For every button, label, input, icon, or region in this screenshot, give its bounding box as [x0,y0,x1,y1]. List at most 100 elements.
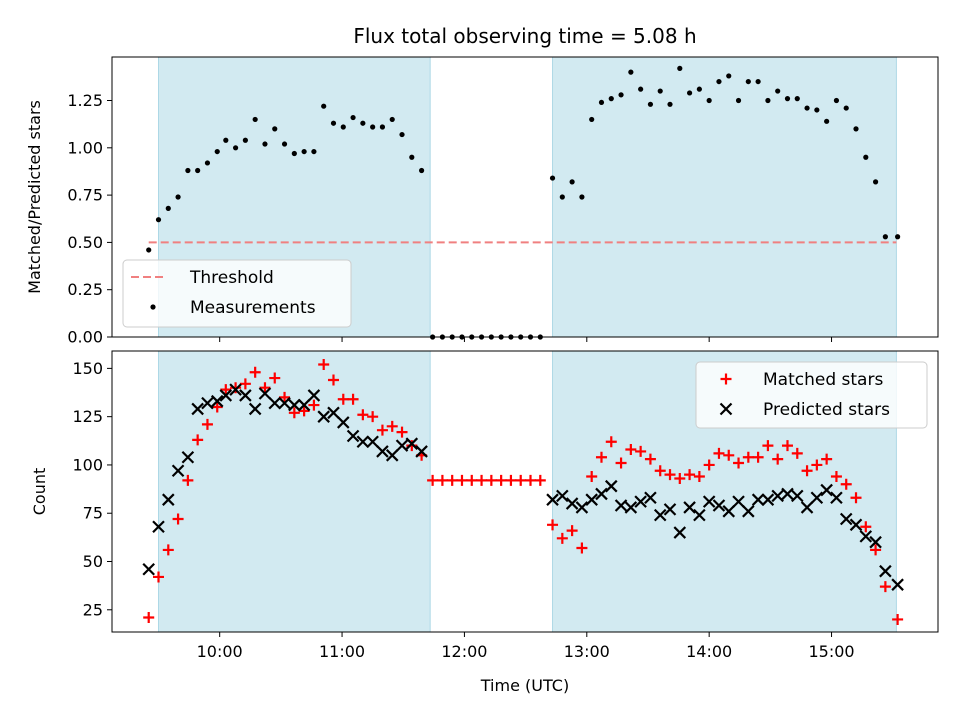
data-point [301,148,307,155]
data-point [258,387,272,400]
data-point [259,382,271,394]
data-point [288,398,301,412]
data-point [399,131,405,138]
data-point [505,474,517,486]
data-point [340,124,346,130]
data-point [321,103,327,109]
data-point [843,105,849,111]
y-tick-label: 0.50 [67,233,103,252]
data-point [677,65,683,71]
data-point [406,440,418,452]
data-point [751,493,765,506]
legend-label: Predicted stars [763,400,890,420]
legend-box [122,259,352,328]
legend-label: Matched stars [763,370,883,390]
data-point [330,120,337,126]
data-point [794,96,800,102]
data-point [327,406,340,420]
ratio-panel: 0.00 0.25 0.50 0.75 1.00 1.25 Matched/Predicte… [25,56,939,347]
data-point [307,389,321,402]
data-point [895,234,901,240]
y-tick-label: 100 [72,455,103,474]
data-point [882,234,888,240]
data-point [281,141,288,147]
data-point [791,447,803,459]
data-point [664,469,676,481]
data-point [653,508,667,522]
plot-frame [111,350,939,633]
data-point [800,501,814,514]
y-tick-label: 150 [72,359,103,378]
data-point [830,491,843,505]
data-point [644,453,656,465]
data-point [673,526,687,539]
data-point [860,521,872,533]
data-point [191,402,204,416]
data-point [547,519,559,531]
data-point [534,474,546,486]
data-point [804,105,810,111]
data-point [220,384,232,396]
data-point [579,194,585,200]
data-point [337,416,350,429]
data-point [143,612,155,624]
series-matched-stars [143,359,904,625]
y-tick-label: 125 [72,407,103,426]
data-point [595,487,608,501]
data-point [476,474,488,486]
x-tick-label: 10:00 [197,642,243,661]
data-point [781,440,793,452]
data-point [418,167,425,174]
shaded-region-0 [158,350,431,633]
data-point [269,372,281,384]
x-axis-label: Time (UTC) [480,676,569,695]
data-point [638,86,644,92]
data-point [647,101,654,107]
data-point [201,418,213,430]
data-point [608,96,614,102]
y-tick-label: 1.00 [67,138,103,157]
data-point [771,489,784,503]
y-tick-label: 25 [83,600,103,619]
data-point [869,535,882,549]
data-point [249,366,261,378]
data-point [327,374,339,386]
y-axis-label: Matched/Predicted stars [25,100,44,294]
data-point [396,426,408,438]
data-point [634,495,647,508]
data-point [409,154,415,160]
data-point [565,497,579,510]
y-tick-label: 75 [83,504,103,523]
data-point [317,410,330,423]
data-point [716,78,722,85]
data-point [618,92,624,98]
data-point [185,167,191,174]
data-point [279,391,291,403]
chart-title: Flux total observing time = 5.08 h [353,24,696,48]
data-point [268,396,282,410]
data-point [272,126,278,132]
data-point [830,471,842,483]
data-point [604,479,618,493]
data-point [784,96,791,102]
data-point [732,495,745,508]
legend-label: Threshold [189,268,274,288]
data-point [466,474,478,486]
data-point [755,78,761,85]
data-point [556,489,569,503]
data-point [614,499,628,512]
data-point [820,483,833,497]
data-point [171,464,185,478]
data-point [752,451,764,463]
data-point [683,501,696,514]
data-point [172,513,184,525]
y-axis-label: Count [30,468,49,516]
data-point [693,508,706,522]
data-point [195,167,201,174]
data-point [585,493,598,506]
data-point [775,88,781,94]
data-point [849,518,863,532]
data-point [546,493,559,506]
data-point [525,474,537,486]
data-point [446,474,458,486]
